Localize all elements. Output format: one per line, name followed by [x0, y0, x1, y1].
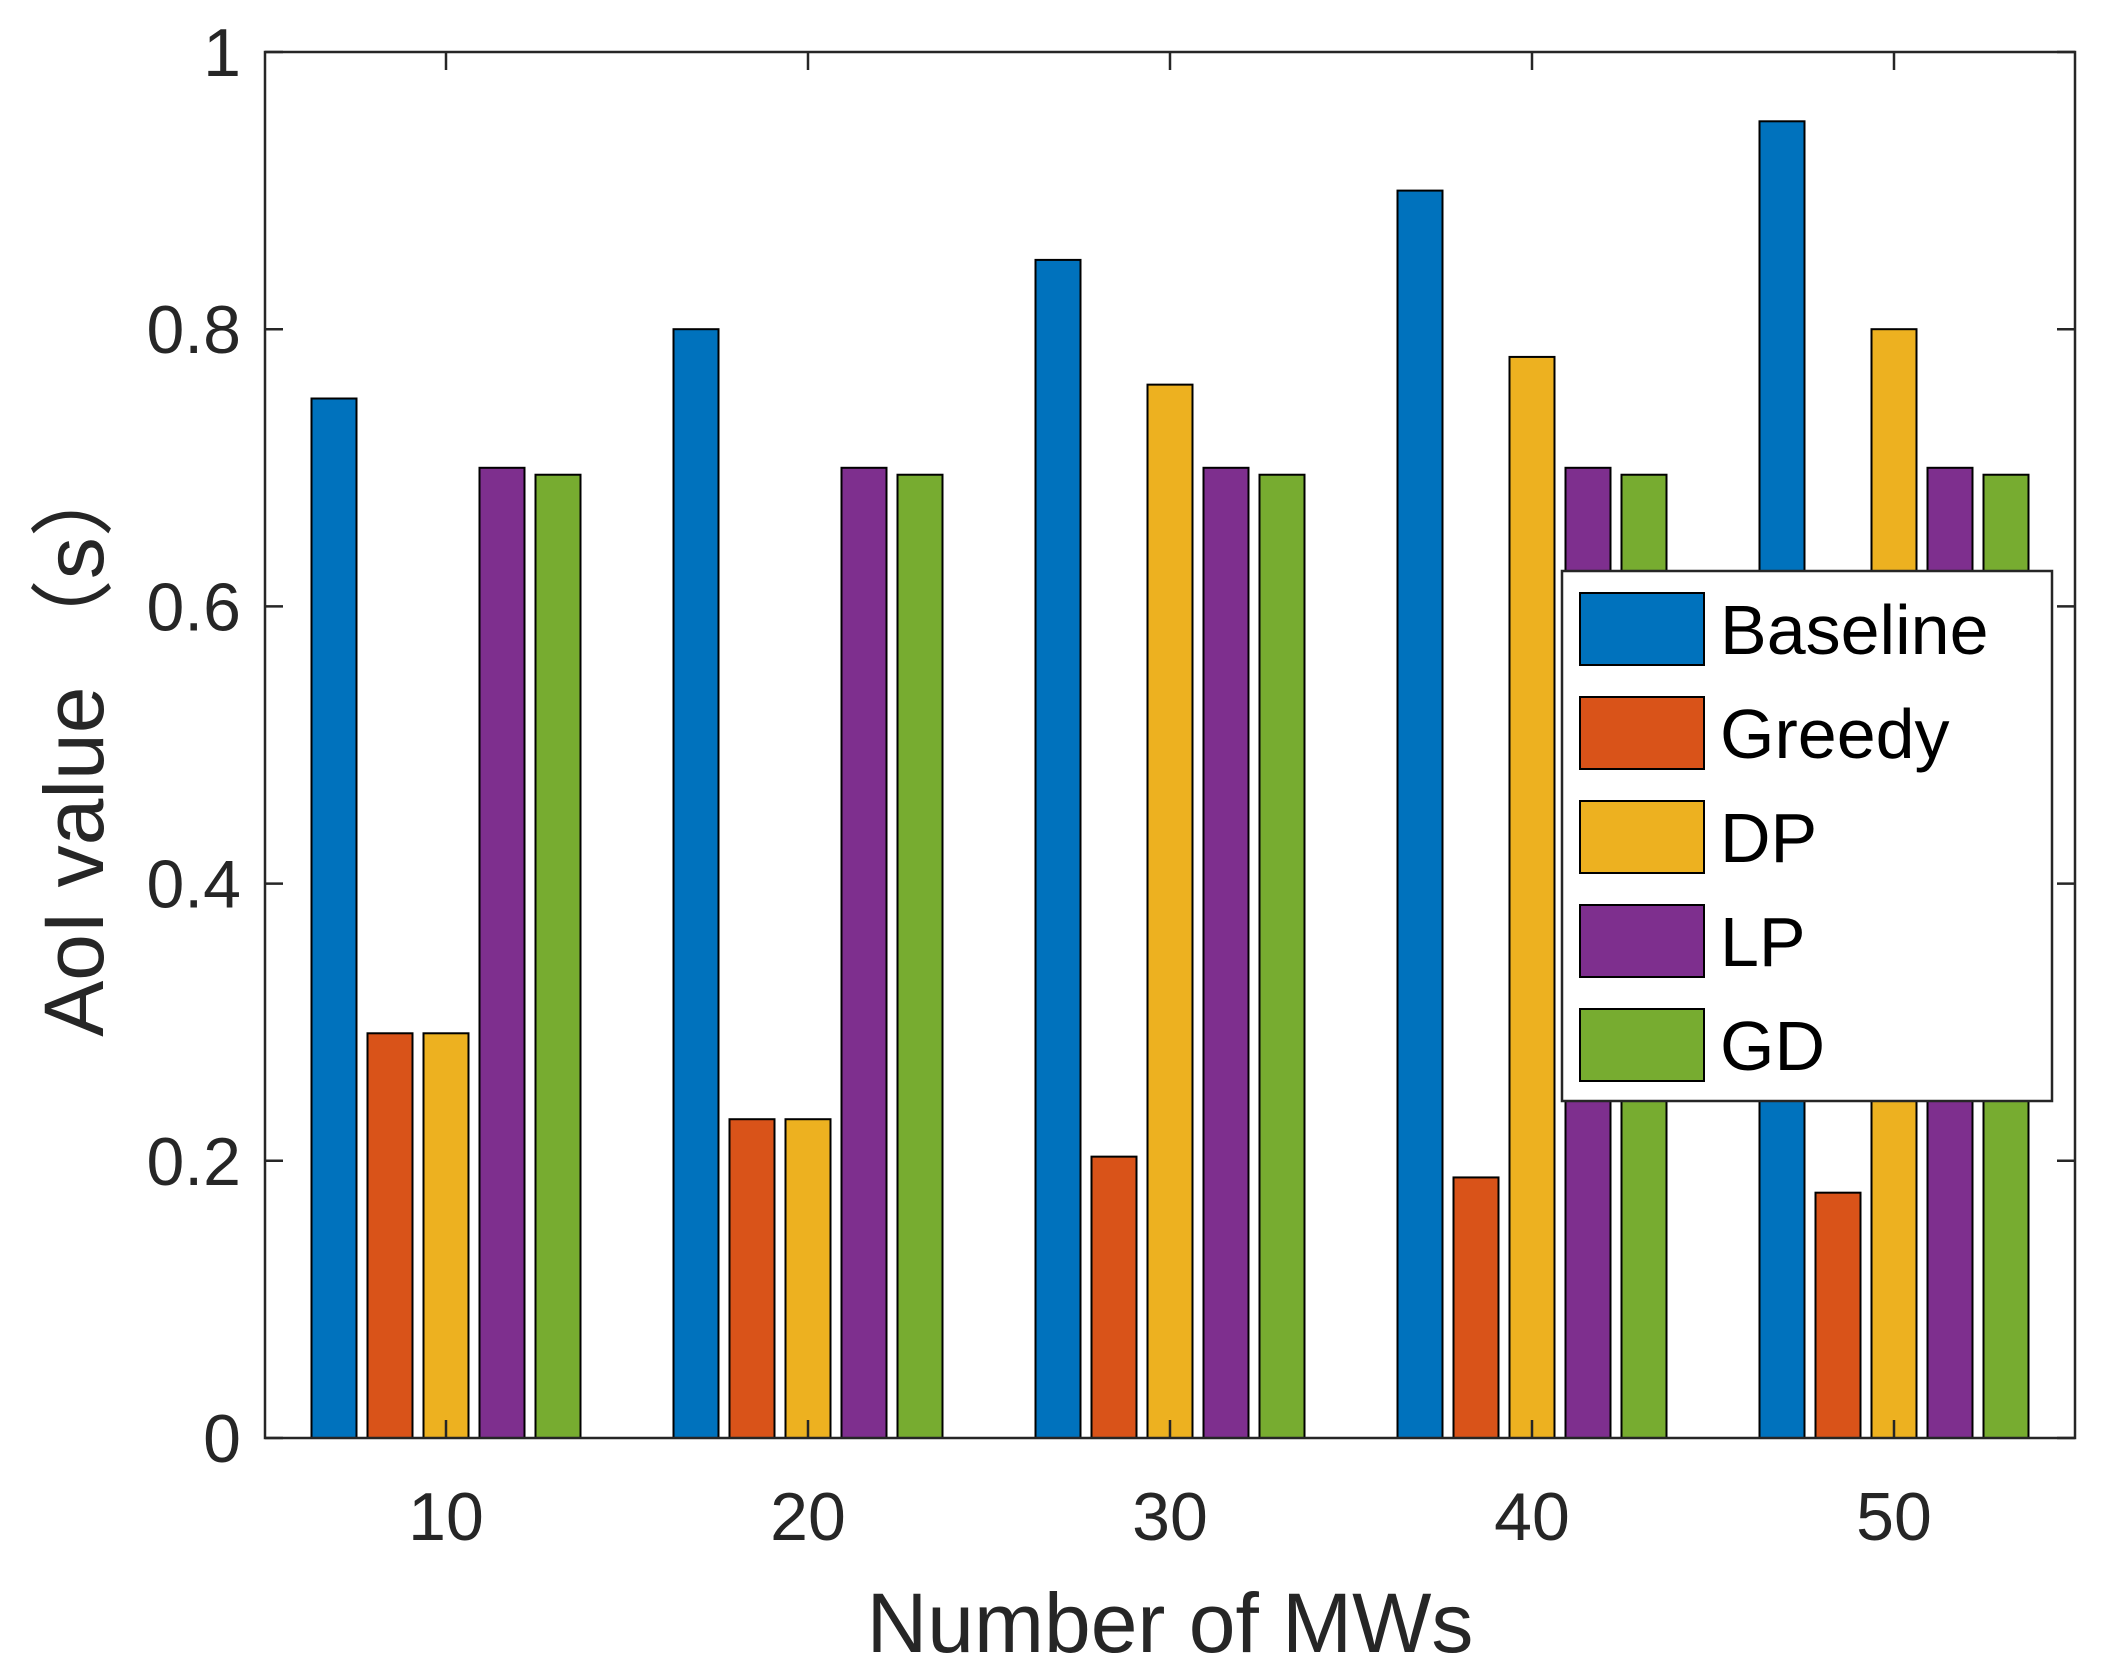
- bar-gd-20: [896, 473, 944, 1440]
- y-tick-label: 0.2: [146, 1124, 241, 1200]
- bar-greedy-10: [366, 1032, 414, 1439]
- bar-dp-10: [422, 1032, 470, 1439]
- bar-baseline-40: [1396, 189, 1444, 1440]
- bar-gd-10: [534, 473, 582, 1440]
- x-tick-label: 40: [1494, 1479, 1570, 1555]
- bar-dp-30: [1146, 383, 1194, 1439]
- bar-greedy-30: [1090, 1155, 1138, 1439]
- bar-dp-20: [784, 1118, 832, 1439]
- y-tick-label: 0.6: [146, 569, 241, 645]
- y-axis-label: AoI value （s）: [27, 453, 121, 1037]
- legend-swatch-greedy: [1579, 696, 1705, 770]
- x-tick-label: 10: [408, 1479, 484, 1555]
- x-tick-label: 30: [1132, 1479, 1208, 1555]
- legend-label-baseline: Baseline: [1720, 591, 1989, 669]
- y-tick-label: 0: [203, 1401, 241, 1477]
- legend: Baseline Greedy DP LP GD: [1560, 569, 2054, 1103]
- legend-swatch-lp: [1579, 904, 1705, 978]
- bar-lp-10: [478, 466, 526, 1439]
- y-tick-label: 0.4: [146, 847, 241, 923]
- bar-dp-40: [1508, 355, 1556, 1439]
- bar-lp-20: [840, 466, 888, 1439]
- bar-greedy-50: [1814, 1191, 1862, 1439]
- bar-greedy-20: [728, 1118, 776, 1439]
- bar-baseline-10: [310, 397, 358, 1439]
- y-tick-label: 1: [203, 15, 241, 91]
- legend-label-greedy: Greedy: [1720, 695, 1950, 773]
- legend-swatch-gd: [1579, 1008, 1705, 1082]
- legend-label-lp: LP: [1720, 903, 1806, 981]
- bar-baseline-20: [672, 328, 720, 1440]
- y-tick-label: 0.8: [146, 292, 241, 368]
- bar-gd-30: [1258, 473, 1306, 1440]
- bar-baseline-30: [1034, 258, 1082, 1439]
- x-tick-labels: 10 20 30 40 50: [408, 1479, 1932, 1555]
- axes-group: [263, 50, 2077, 1440]
- x-axis-label: Number of MWs: [867, 1576, 1474, 1670]
- legend-swatch-baseline: [1579, 592, 1705, 666]
- legend-swatch-dp: [1579, 800, 1705, 874]
- bar-greedy-40: [1452, 1176, 1500, 1439]
- x-tick-label: 20: [770, 1479, 846, 1555]
- legend-label-gd: GD: [1720, 1007, 1825, 1085]
- x-tick-label: 50: [1856, 1479, 1932, 1555]
- bar-lp-30: [1202, 466, 1250, 1439]
- legend-label-dp: DP: [1720, 799, 1817, 877]
- y-tick-labels: 0 0.2 0.4 0.6 0.8 1: [146, 15, 241, 1477]
